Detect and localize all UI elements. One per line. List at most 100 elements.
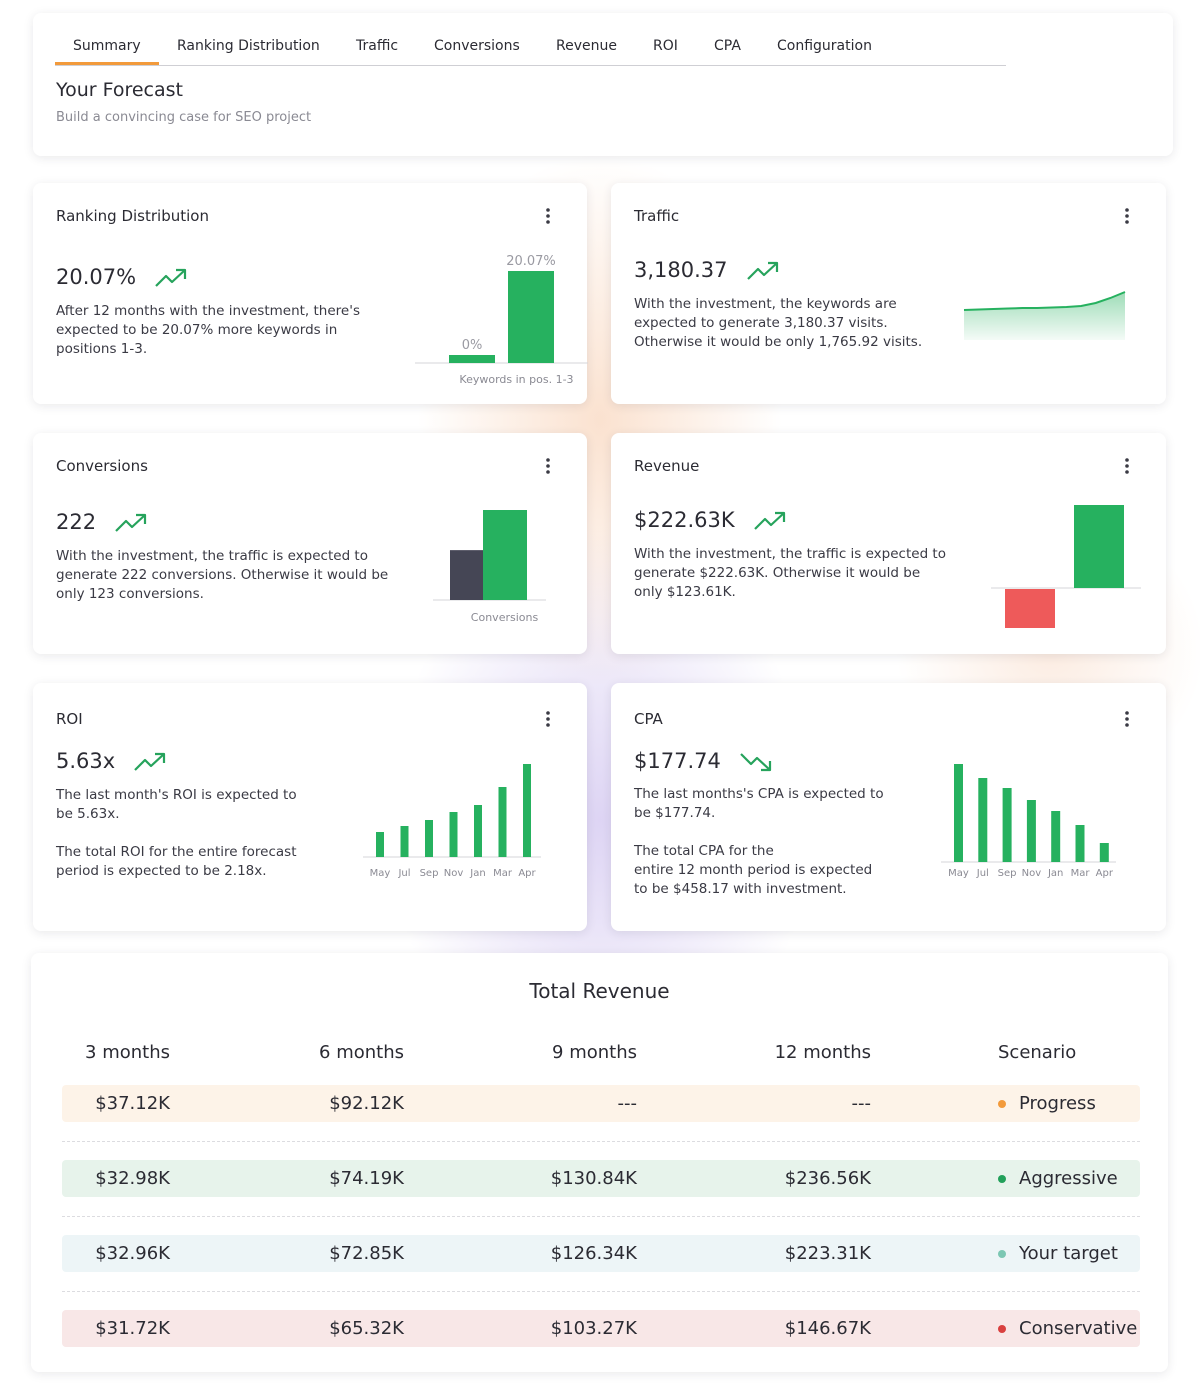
card-title: ROI bbox=[56, 710, 83, 728]
metric-description: entire 12 month period is expected bbox=[634, 862, 873, 878]
trend-head bbox=[136, 513, 147, 524]
scenario-dot bbox=[998, 1175, 1006, 1183]
bar bbox=[523, 764, 531, 857]
scenario-name: Conservative bbox=[1019, 1318, 1138, 1339]
scenario-name: Progress bbox=[1019, 1093, 1096, 1114]
metric-description: period is expected to be 2.18x. bbox=[56, 863, 267, 879]
table-row bbox=[62, 1235, 1140, 1272]
column-header: 3 months bbox=[85, 1042, 170, 1063]
mini-chart: Conversions bbox=[433, 510, 546, 624]
metric-description: With the investment, the traffic is expe… bbox=[634, 546, 946, 562]
revenue-cell: $32.96K bbox=[95, 1243, 170, 1264]
table-row bbox=[62, 1310, 1140, 1347]
column-header: 12 months bbox=[774, 1042, 871, 1063]
tab[interactable]: Ranking Distribution bbox=[177, 38, 320, 54]
menu-dot bbox=[1125, 717, 1129, 721]
revenue-cell: --- bbox=[851, 1093, 872, 1114]
trend-line bbox=[754, 512, 785, 530]
trend-arrow bbox=[740, 753, 772, 772]
metric-description: positions 1-3. bbox=[56, 341, 148, 357]
trend-head bbox=[176, 268, 187, 279]
tab[interactable]: CPA bbox=[714, 38, 741, 54]
revenue-cell: --- bbox=[617, 1093, 638, 1114]
scenario-dot bbox=[998, 1325, 1006, 1333]
bar bbox=[376, 832, 384, 857]
card-menu[interactable] bbox=[1122, 457, 1132, 475]
tab[interactable]: Configuration bbox=[777, 38, 872, 54]
tab[interactable]: Traffic bbox=[356, 38, 399, 54]
metric-card: Revenue $222.63K With the investment, the … bbox=[611, 433, 1166, 654]
menu-dot bbox=[1125, 458, 1129, 462]
tab[interactable]: Conversions bbox=[434, 38, 520, 54]
revenue-cell: $65.32K bbox=[329, 1318, 404, 1339]
trend-line bbox=[740, 753, 771, 771]
tab[interactable]: Revenue bbox=[556, 38, 617, 54]
bar bbox=[498, 787, 507, 857]
trend-head bbox=[155, 752, 166, 763]
x-tick-label: Nov bbox=[1022, 868, 1042, 879]
menu-dot bbox=[1125, 214, 1129, 218]
revenue-cell: $72.85K bbox=[329, 1243, 404, 1264]
metric-description: The last months's CPA is expected to bbox=[634, 786, 884, 802]
menu-dot bbox=[1125, 711, 1129, 715]
bar bbox=[978, 778, 988, 862]
card-menu[interactable] bbox=[543, 710, 553, 728]
trend-arrow bbox=[115, 513, 147, 532]
metric-description: The total CPA for the bbox=[634, 843, 774, 859]
row-separator bbox=[62, 1291, 1140, 1292]
metric-card: CPA $177.74 The last months's CPA is expec… bbox=[611, 683, 1166, 931]
trend-arrow bbox=[134, 752, 166, 771]
revenue-cell: $126.34K bbox=[550, 1243, 637, 1264]
card-menu[interactable] bbox=[543, 457, 553, 475]
menu-dot bbox=[546, 470, 550, 474]
x-tick-label: Sep bbox=[420, 868, 439, 879]
trend-arrow bbox=[754, 511, 786, 530]
bar bbox=[508, 271, 554, 363]
metric-description: The last month's ROI is expected to bbox=[56, 787, 297, 803]
revenue-cell: $74.19K bbox=[329, 1168, 404, 1189]
mini-chart: May Jul Sep Nov Jan Mar Apr bbox=[363, 764, 541, 879]
metric-value: 5.63x bbox=[56, 749, 116, 773]
tab[interactable]: Summary bbox=[55, 35, 159, 65]
trend-arrow bbox=[155, 268, 187, 287]
metric-description: Otherwise it would be only 1,765.92 visi… bbox=[634, 334, 923, 350]
revenue-cell: $223.31K bbox=[784, 1243, 871, 1264]
menu-dot bbox=[1125, 208, 1129, 212]
bar bbox=[1074, 505, 1124, 588]
metric-value: 3,180.37 bbox=[634, 258, 728, 282]
menu-dot bbox=[546, 220, 550, 224]
metric-card: Traffic 3,180.37 With the investment, the … bbox=[611, 183, 1166, 404]
menu-dot bbox=[546, 458, 550, 462]
scenario-name: Your target bbox=[1019, 1243, 1118, 1264]
x-axis-label: Keywords in pos. 1-3 bbox=[459, 373, 573, 386]
trend-head bbox=[775, 511, 786, 522]
card-menu[interactable] bbox=[1122, 207, 1132, 225]
tab[interactable]: ROI bbox=[653, 38, 678, 54]
x-tick-label: Jul bbox=[976, 868, 989, 879]
metric-card: Conversions 222 With the investment, the t… bbox=[33, 433, 587, 654]
card-title: Ranking Distribution bbox=[56, 207, 209, 225]
card-menu[interactable] bbox=[1122, 710, 1132, 728]
header-card: Summary Ranking Distribution Traffic Conver… bbox=[33, 13, 1173, 156]
card-menu[interactable] bbox=[543, 207, 553, 225]
revenue-cell: $31.72K bbox=[95, 1318, 170, 1339]
trend-line bbox=[134, 753, 165, 771]
bar bbox=[954, 764, 963, 862]
x-tick-label: Sep bbox=[998, 868, 1017, 879]
x-axis-label: Conversions bbox=[471, 611, 539, 624]
menu-dot bbox=[1125, 470, 1129, 474]
table-row bbox=[62, 1160, 1140, 1197]
revenue-cell: $32.98K bbox=[95, 1168, 170, 1189]
metric-description: With the investment, the keywords are bbox=[634, 296, 897, 312]
x-tick-label: May bbox=[370, 868, 391, 879]
menu-dot bbox=[1125, 220, 1129, 224]
scenario-name: Aggressive bbox=[1019, 1168, 1118, 1189]
menu-dot bbox=[546, 723, 550, 727]
trend-head bbox=[761, 761, 772, 772]
bar bbox=[449, 355, 495, 363]
menu-dot bbox=[546, 214, 550, 218]
bar bbox=[449, 812, 458, 857]
mini-chart: May Jul Sep Nov Jan Mar Apr bbox=[941, 764, 1116, 879]
menu-dot bbox=[1125, 464, 1129, 468]
bar bbox=[1026, 800, 1036, 862]
